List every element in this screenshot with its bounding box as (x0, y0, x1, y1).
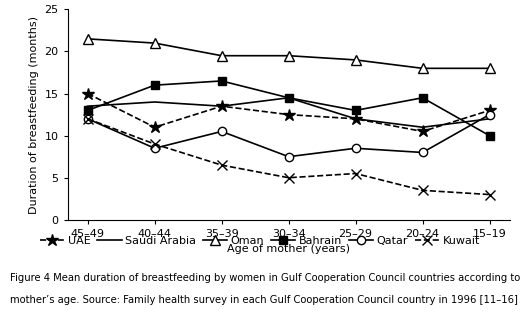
Text: Figure 4 Mean duration of breastfeeding by women in Gulf Cooperation Council cou: Figure 4 Mean duration of breastfeeding … (10, 273, 520, 283)
X-axis label: Age of mother (years): Age of mother (years) (227, 244, 350, 254)
Legend: UAE, Saudi Arabia, Oman, Bahrain, Qatar, Kuwait: UAE, Saudi Arabia, Oman, Bahrain, Qatar,… (36, 232, 484, 251)
Y-axis label: Duration of breastfeeding (months): Duration of breastfeeding (months) (29, 16, 39, 214)
Text: mother’s age. Source: Family health survey in each Gulf Cooperation Council coun: mother’s age. Source: Family health surv… (10, 295, 518, 305)
